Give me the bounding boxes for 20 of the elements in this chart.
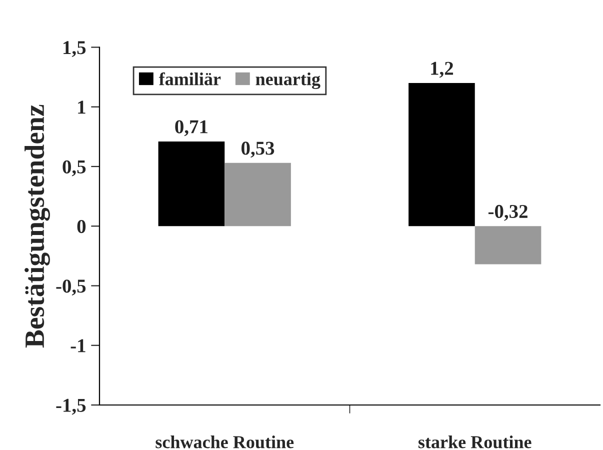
data-label: -0,32 xyxy=(488,204,528,221)
y-tick-label: -0,5 xyxy=(56,280,86,296)
x-tick-label: starke Routine xyxy=(418,436,532,448)
x-tick-label: schwache Routine xyxy=(156,436,294,448)
data-label: 1,2 xyxy=(431,62,454,78)
y-tick-label: 1,5 xyxy=(64,41,86,58)
data-label: 0,71 xyxy=(175,120,208,136)
data-label: 0,53 xyxy=(242,142,274,158)
bar xyxy=(158,141,225,226)
y-tick-label: 0,5 xyxy=(62,160,86,176)
bar xyxy=(224,162,291,226)
bar xyxy=(408,83,475,226)
legend-label: neuartig xyxy=(256,72,320,90)
y-tick-label: -1,5 xyxy=(56,398,86,415)
y-tick-label: 1 xyxy=(78,100,86,114)
y-axis-title: Bestätigungstendenz xyxy=(24,104,50,348)
y-tick-label: 0 xyxy=(77,220,86,234)
legend-label: familiär xyxy=(158,72,221,86)
y-tick-label: -1 xyxy=(70,339,86,352)
bar xyxy=(474,226,542,264)
